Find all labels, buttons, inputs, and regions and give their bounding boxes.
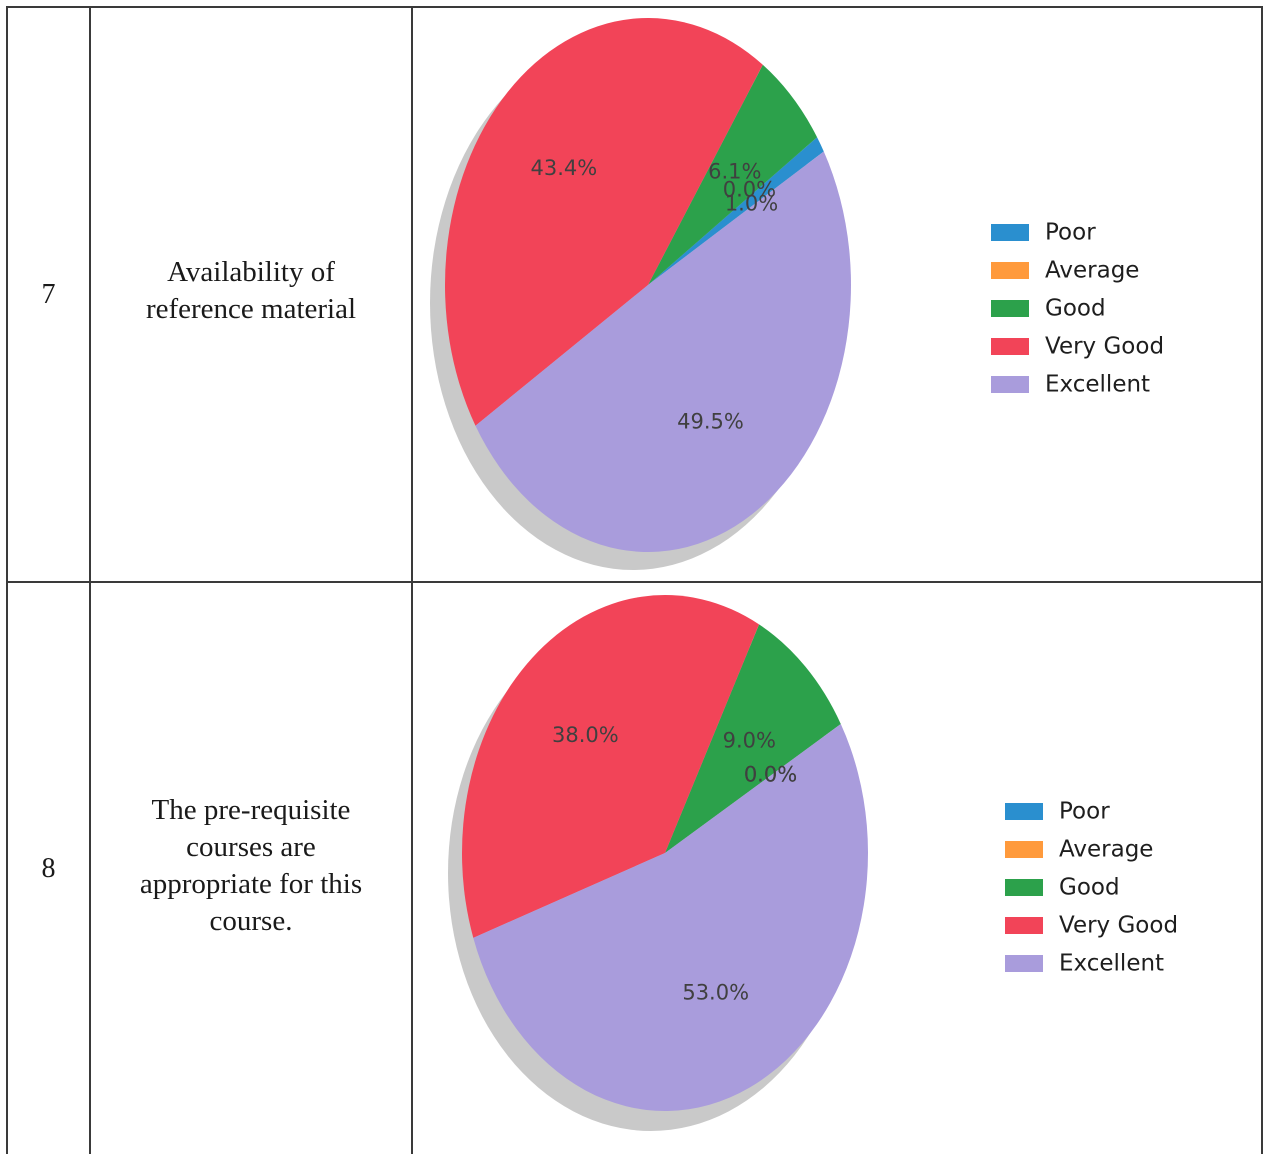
table-column-divider-2 (411, 6, 413, 1154)
table-row-divider (6, 581, 1263, 583)
legend-label-poor: Poor (1059, 799, 1110, 825)
slice-label-average: 0.0% (723, 177, 776, 201)
pie-slice-poor (648, 137, 824, 285)
legend-label-very-good: Very Good (1045, 334, 1164, 360)
legend-label-excellent: Excellent (1045, 372, 1150, 398)
legend-swatch-good (1005, 879, 1043, 896)
legend-swatch-excellent (1005, 955, 1043, 972)
question-line: courses are (186, 830, 316, 863)
legend-swatch-very-good (991, 338, 1029, 355)
legend-label-excellent: Excellent (1059, 951, 1164, 977)
question-line: The pre-requisite (151, 793, 351, 826)
table-border-left (6, 6, 8, 1154)
pie-chart-svg: 0.0%0.0%9.0%38.0%53.0%PoorAverageGoodVer… (448, 594, 1178, 1131)
slice-label-average: 0.0% (744, 763, 797, 787)
legend-swatch-poor (991, 224, 1029, 241)
legend-swatch-average (991, 262, 1029, 279)
pie-slice-good (665, 624, 841, 853)
legend-swatch-average (1005, 841, 1043, 858)
slice-label-good: 9.0% (723, 728, 776, 752)
pie-slice-excellent (473, 724, 868, 1112)
pie-chart-svg: 1.0%0.0%6.1% 43.4% 49.5% Poor Average Good Ver… (430, 17, 1164, 570)
pie-chart-8: 0.0% 0.0% 9.0% 38.0% 53.0% Poor Average Good Ver… (413, 583, 1261, 1154)
legend-swatch-poor (1005, 803, 1043, 820)
slice-label-excellent: 49.5% (677, 410, 744, 434)
slice-label-very-good: 38.0% (552, 723, 619, 747)
table-border-top (6, 6, 1263, 8)
row-number: 8 (41, 852, 56, 884)
question-text: The pre-requisite courses are appropriat… (91, 583, 411, 1154)
table-border-right (1261, 6, 1263, 1154)
legend-label-very-good: Very Good (1059, 913, 1178, 939)
slice-label-excellent: 53.0% (682, 981, 749, 1005)
slice-label-very-good: 43.4% (531, 156, 598, 180)
pie-slice-good (648, 64, 818, 285)
pie-slice-very-good (461, 594, 760, 938)
legend-swatch-good (991, 300, 1029, 317)
legend-swatch-excellent (991, 376, 1029, 393)
slice-label-poor: 0.0% (744, 763, 797, 787)
row-number: 7 (41, 278, 56, 310)
legend-label-good: Good (1045, 296, 1106, 322)
question-line: reference material (145, 292, 357, 325)
legend-label-good: Good (1059, 875, 1120, 901)
question-text: Availability of reference material (91, 8, 411, 581)
pie-slice-excellent (475, 151, 851, 552)
question-line: Availability of (167, 255, 335, 288)
legend-label-poor: Poor (1045, 220, 1096, 246)
table-column-divider-1 (89, 6, 91, 1154)
slice-label-good: 6.1% (708, 160, 761, 184)
legend-label-average: Average (1059, 837, 1153, 863)
slice-label-poor: 1.0% (725, 192, 778, 216)
pie-slice-very-good (444, 17, 763, 426)
legend-label-average: Average (1045, 258, 1139, 284)
question-line: course. (209, 904, 293, 937)
pie-chart-7: 1.0% 0.0% 6.1% 43.4% 49.5% Poor Average Good Ver… (413, 8, 1261, 581)
question-line: appropriate for this (139, 867, 363, 900)
legend-swatch-very-good (1005, 917, 1043, 934)
